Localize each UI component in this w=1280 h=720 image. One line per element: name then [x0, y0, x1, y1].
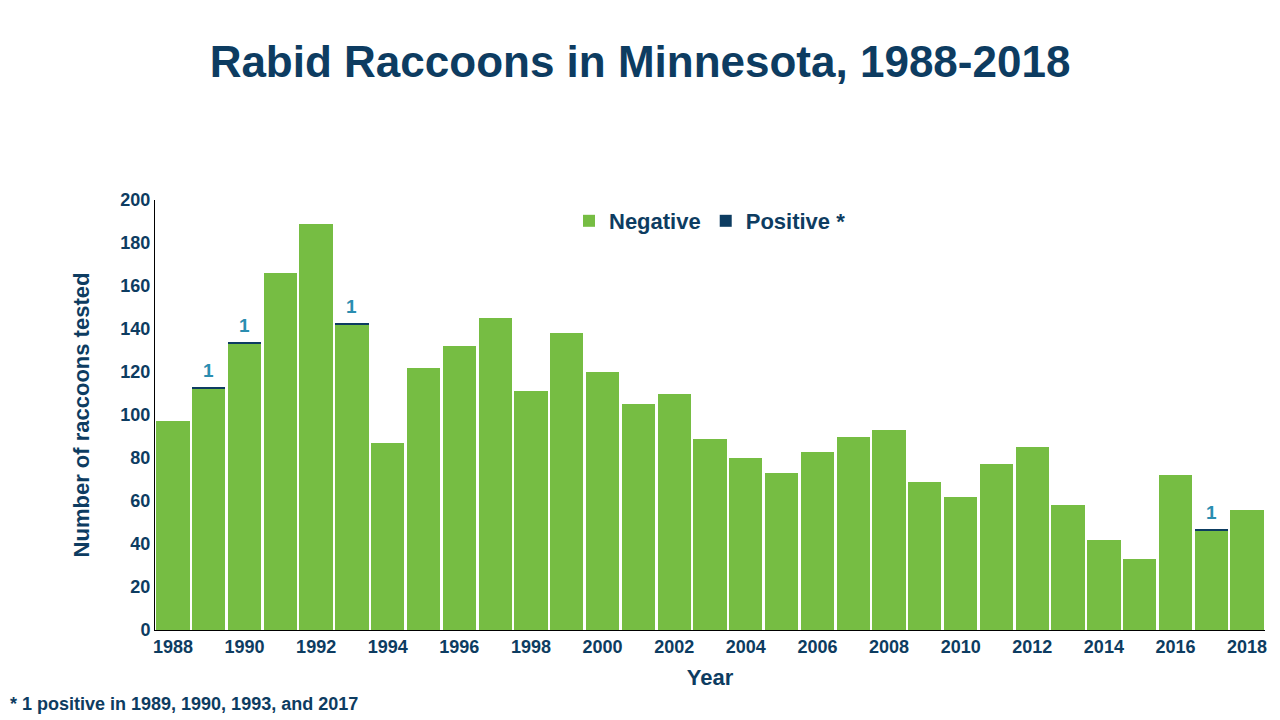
- svg-text:20: 20: [130, 577, 150, 597]
- svg-text:Year: Year: [687, 665, 734, 690]
- svg-text:0: 0: [140, 620, 150, 640]
- svg-text:* 1 positive in 1989, 1990, 19: * 1 positive in 1989, 1990, 1993, and 20…: [10, 694, 358, 714]
- svg-text:Number of raccoons tested: Number of raccoons tested: [69, 273, 94, 558]
- svg-text:1990: 1990: [224, 637, 264, 657]
- svg-text:1994: 1994: [368, 637, 408, 657]
- svg-text:200: 200: [120, 190, 150, 210]
- svg-text:2014: 2014: [1084, 637, 1124, 657]
- svg-text:1992: 1992: [296, 637, 336, 657]
- svg-text:2008: 2008: [869, 637, 909, 657]
- svg-text:Positive *: Positive *: [746, 209, 845, 234]
- svg-text:2016: 2016: [1155, 637, 1195, 657]
- svg-text:140: 140: [120, 319, 150, 339]
- svg-text:2012: 2012: [1012, 637, 1052, 657]
- svg-text:1: 1: [346, 296, 357, 317]
- svg-text:180: 180: [120, 233, 150, 253]
- svg-text:60: 60: [130, 491, 150, 511]
- svg-text:160: 160: [120, 276, 150, 296]
- svg-text:120: 120: [120, 362, 150, 382]
- svg-text:1996: 1996: [439, 637, 479, 657]
- svg-text:Rabid Raccoons in Minnesota, 1: Rabid Raccoons in Minnesota, 1988-2018: [210, 37, 1071, 86]
- svg-text:1988: 1988: [153, 637, 193, 657]
- svg-text:80: 80: [130, 448, 150, 468]
- svg-text:1998: 1998: [511, 637, 551, 657]
- svg-text:2018: 2018: [1227, 637, 1267, 657]
- svg-text:Negative: Negative: [609, 209, 701, 234]
- svg-text:2004: 2004: [726, 637, 766, 657]
- svg-text:40: 40: [130, 534, 150, 554]
- svg-text:2006: 2006: [797, 637, 837, 657]
- svg-text:2010: 2010: [941, 637, 981, 657]
- svg-text:1: 1: [203, 360, 214, 381]
- svg-text:2002: 2002: [654, 637, 694, 657]
- svg-text:1: 1: [239, 315, 250, 336]
- svg-text:1: 1: [1206, 502, 1217, 523]
- svg-text:2000: 2000: [583, 637, 623, 657]
- svg-text:100: 100: [120, 405, 150, 425]
